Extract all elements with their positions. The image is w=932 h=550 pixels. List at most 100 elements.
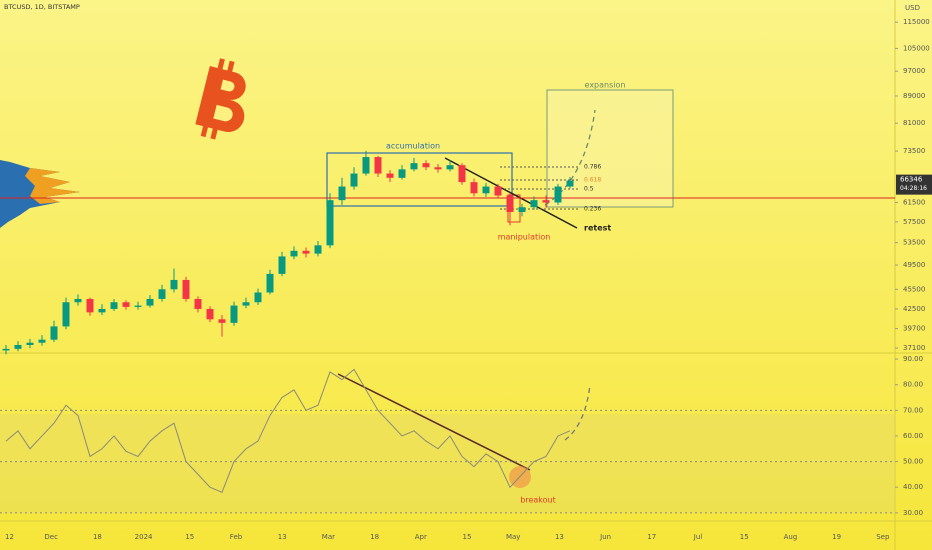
candle-body: [350, 173, 358, 187]
candle-body: [146, 298, 154, 306]
projection-path: [544, 109, 596, 206]
candle-body: [338, 186, 346, 201]
countdown: 04:28:16: [900, 185, 927, 192]
fib-label: 0.618: [584, 177, 601, 184]
x-tick-label: 17: [647, 533, 656, 541]
candle-body: [2, 348, 10, 351]
candle-body: [242, 302, 250, 306]
candle-body: [494, 186, 502, 196]
candle-body: [110, 302, 118, 309]
candle-body: [74, 298, 82, 303]
rsi-tick-label: 50.00: [903, 458, 923, 466]
x-tick-label: 12: [5, 533, 14, 541]
candle-body: [194, 298, 202, 309]
rsi-trendline: [337, 373, 531, 471]
candle-body: [50, 326, 58, 340]
candle-body: [290, 250, 298, 257]
bitcoin-logo: [195, 58, 246, 140]
x-tick-label: 2024: [135, 533, 153, 541]
x-tick-label: May: [506, 533, 520, 541]
rsi-band: [0, 414, 895, 513]
candle-body: [266, 273, 274, 293]
candle-body: [458, 165, 466, 183]
x-tick-label: 18: [93, 533, 102, 541]
current-price: 66346: [900, 176, 923, 184]
symbol-title: BTCUSD, 1D, BITSTAMP: [4, 3, 80, 11]
y-tick-label: 105000: [903, 44, 930, 52]
candle-body: [14, 345, 22, 349]
y-tick-label: 53500: [903, 239, 925, 247]
candle-body: [506, 195, 514, 213]
x-tick-label: Feb: [230, 533, 243, 541]
x-tick-label: Sep: [876, 533, 890, 541]
candle-body: [98, 308, 106, 313]
y-tick-label: 73500: [903, 147, 925, 155]
candle-body: [422, 163, 430, 168]
currency-label: USD: [905, 4, 920, 12]
x-tick-label: 19: [832, 533, 841, 541]
candle-body: [374, 157, 382, 174]
y-tick-label: 42500: [903, 305, 925, 313]
candle-body: [470, 182, 478, 194]
fib-label: 0.786: [584, 164, 601, 171]
x-tick-label: Dec: [44, 533, 58, 541]
x-tick-label: Apr: [415, 533, 427, 541]
candle-body: [170, 279, 178, 290]
candle-body: [182, 279, 190, 299]
accumulation-label: accumulation: [386, 142, 440, 151]
expansion-label: expansion: [585, 81, 626, 90]
candle-body: [554, 186, 562, 203]
rsi-tick-label: 90.00: [903, 355, 923, 363]
candle-body: [62, 302, 70, 327]
candle-body: [86, 298, 94, 313]
x-tick-label: 15: [740, 533, 749, 541]
candle-body: [206, 308, 214, 320]
y-tick-label: 39700: [903, 325, 925, 333]
candle-body: [566, 180, 574, 187]
candle-body: [482, 186, 490, 194]
y-tick-label: 49500: [903, 261, 925, 269]
price-badge: [896, 174, 932, 195]
rsi-tick-label: 40.00: [903, 483, 923, 491]
candle-body: [278, 256, 286, 274]
manipulation-label: manipulation: [498, 233, 551, 242]
candle-body: [38, 339, 46, 343]
x-tick-label: 15: [463, 533, 472, 541]
candle-body: [254, 292, 262, 303]
candle-body: [134, 305, 142, 307]
x-tick-label: Mar: [322, 533, 335, 541]
y-tick-label: 89000: [903, 92, 925, 100]
candle-body: [410, 163, 418, 170]
candle-body: [302, 250, 310, 254]
candle-body: [530, 200, 538, 208]
rsi-tick-label: 30.00: [903, 509, 923, 517]
x-tick-label: 13: [555, 533, 564, 541]
candle-body: [386, 173, 394, 178]
candle-body: [518, 207, 526, 213]
volume-profile-value-area: [25, 168, 80, 204]
breakout-label: breakout: [520, 496, 555, 505]
expansion-box: [546, 89, 674, 208]
rsi-tick-label: 70.00: [903, 406, 923, 414]
candle-body: [26, 342, 34, 346]
x-tick-label: Aug: [784, 533, 798, 541]
candle-body: [434, 167, 442, 170]
x-tick-label: 13: [278, 533, 287, 541]
candle-body: [218, 319, 226, 323]
retest-label: retest: [584, 224, 611, 233]
y-tick-label: 61500: [903, 198, 925, 206]
y-tick-label: 45500: [903, 285, 925, 293]
fib-label: 0.5: [584, 186, 594, 193]
candle-body: [314, 245, 322, 254]
y-tick-label: 37100: [903, 344, 925, 352]
candle-body: [326, 200, 334, 246]
rsi-projection: [564, 384, 591, 441]
y-tick-label: 57500: [903, 218, 925, 226]
candle-body: [542, 200, 550, 203]
x-tick-label: 18: [370, 533, 379, 541]
x-tick-label: Jul: [693, 533, 703, 541]
candle-body: [158, 289, 166, 299]
rsi-line: [5, 368, 571, 493]
